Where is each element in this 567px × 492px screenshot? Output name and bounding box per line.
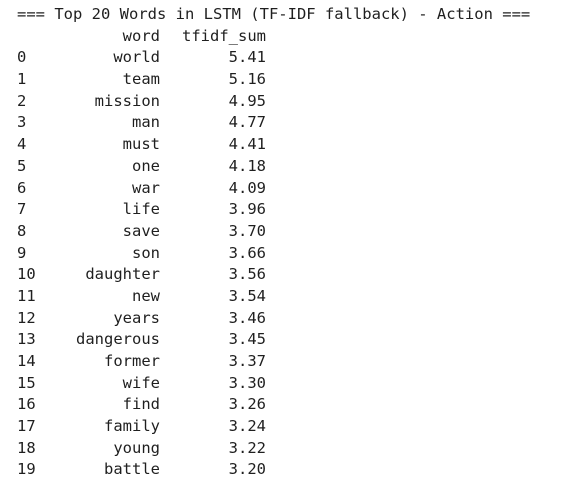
table-row: 11 new 3.54 [17,286,557,308]
table-row: 2 mission 4.95 [17,91,557,113]
row-index: 16 [17,395,36,414]
row-tfidf-sum: 4.95 [228,91,266,110]
table-row: 15 wife 3.30 [17,373,557,395]
table-row: 9 son 3.66 [17,243,557,265]
row-word: team [122,70,160,89]
row-word: dangerous [76,330,160,349]
row-index: 14 [17,352,36,370]
row-word: life [122,200,160,219]
row-tfidf-sum: 3.30 [228,373,266,392]
row-word: son [132,243,160,262]
row-index: 3 [17,113,27,132]
row-tfidf-sum: 5.41 [228,48,266,67]
row-word: family [104,417,160,436]
column-header-word: word [122,26,160,45]
table-row: 16 find 3.26 [17,394,557,416]
row-word: years [113,308,160,327]
table-header: 0 word tfidf_sum [17,26,557,48]
row-index: 5 [17,156,27,175]
row-tfidf-sum: 3.54 [228,286,266,305]
table-row: 17 family 3.24 [17,416,557,438]
row-tfidf-sum: 3.96 [228,200,266,219]
row-tfidf-sum: 3.70 [228,221,266,240]
row-word: young [113,438,160,457]
table-row: 18 young 3.22 [17,438,557,460]
table-body: 0 world 5.41 1 team 5.16 2 mission 4.95 3 man 4.77 4… [17,47,557,481]
row-index: 0 [17,48,27,67]
table-row: 0 world 5.41 [17,47,557,69]
table-row: 3 man 4.77 [17,112,557,134]
row-tfidf-sum: 3.24 [228,417,266,436]
row-tfidf-sum: 3.20 [228,460,266,479]
table-row: 10 daughter 3.56 [17,264,557,286]
row-word: daughter [85,265,160,284]
row-index: 9 [17,243,27,262]
row-word: former [104,352,160,370]
row-word: must [122,135,160,154]
table-row: 1 team 5.16 [17,69,557,91]
row-index: 12 [17,308,36,327]
row-word: mission [94,91,160,110]
table-row: 8 save 3.70 [17,221,557,243]
row-index: 1 [17,70,27,89]
table-row: 4 must 4.41 [17,134,557,156]
row-word: world [113,48,160,67]
row-tfidf-sum: 3.26 [228,395,266,414]
table-row: 14 former 3.37 [17,351,557,373]
row-index: 10 [17,265,36,284]
row-tfidf-sum: 4.41 [228,135,266,154]
row-word: wife [122,373,160,392]
row-index: 6 [17,178,27,197]
console-output: === Top 20 Words in LSTM (TF-IDF fallbac… [17,4,557,481]
table-row: 7 life 3.96 [17,199,557,221]
row-index: 18 [17,438,36,457]
row-tfidf-sum: 4.09 [228,178,266,197]
row-word: new [132,286,160,305]
row-word: man [132,113,160,132]
row-index: 19 [17,460,36,479]
table-row: 6 war 4.09 [17,178,557,200]
row-index: 15 [17,373,36,392]
row-tfidf-sum: 3.22 [228,438,266,457]
row-tfidf-sum: 4.18 [228,156,266,175]
output-title: === Top 20 Words in LSTM (TF-IDF fallbac… [17,5,531,23]
row-tfidf-sum: 3.66 [228,243,266,262]
row-tfidf-sum: 4.77 [228,113,266,132]
row-index: 8 [17,221,27,240]
row-word: battle [104,460,160,479]
table-row: 12 years 3.46 [17,308,557,330]
table-row: 5 one 4.18 [17,156,557,178]
row-tfidf-sum: 5.16 [228,70,266,89]
row-tfidf-sum: 3.56 [228,265,266,284]
row-index: 17 [17,417,36,436]
table-row: 19 battle 3.20 [17,459,557,481]
row-tfidf-sum: 3.45 [228,330,266,349]
row-word: find [122,395,160,414]
row-word: war [132,178,160,197]
row-word: one [132,156,160,175]
row-index: 11 [17,286,36,305]
table-row: 13 dangerous 3.45 [17,329,557,351]
row-index: 7 [17,200,27,219]
row-index: 13 [17,330,36,349]
row-index: 4 [17,135,27,154]
row-index: 2 [17,91,27,110]
row-tfidf-sum: 3.37 [228,352,266,370]
row-word: save [122,221,160,240]
row-tfidf-sum: 3.46 [228,308,266,327]
column-header-tfidf-sum: tfidf_sum [182,26,266,45]
